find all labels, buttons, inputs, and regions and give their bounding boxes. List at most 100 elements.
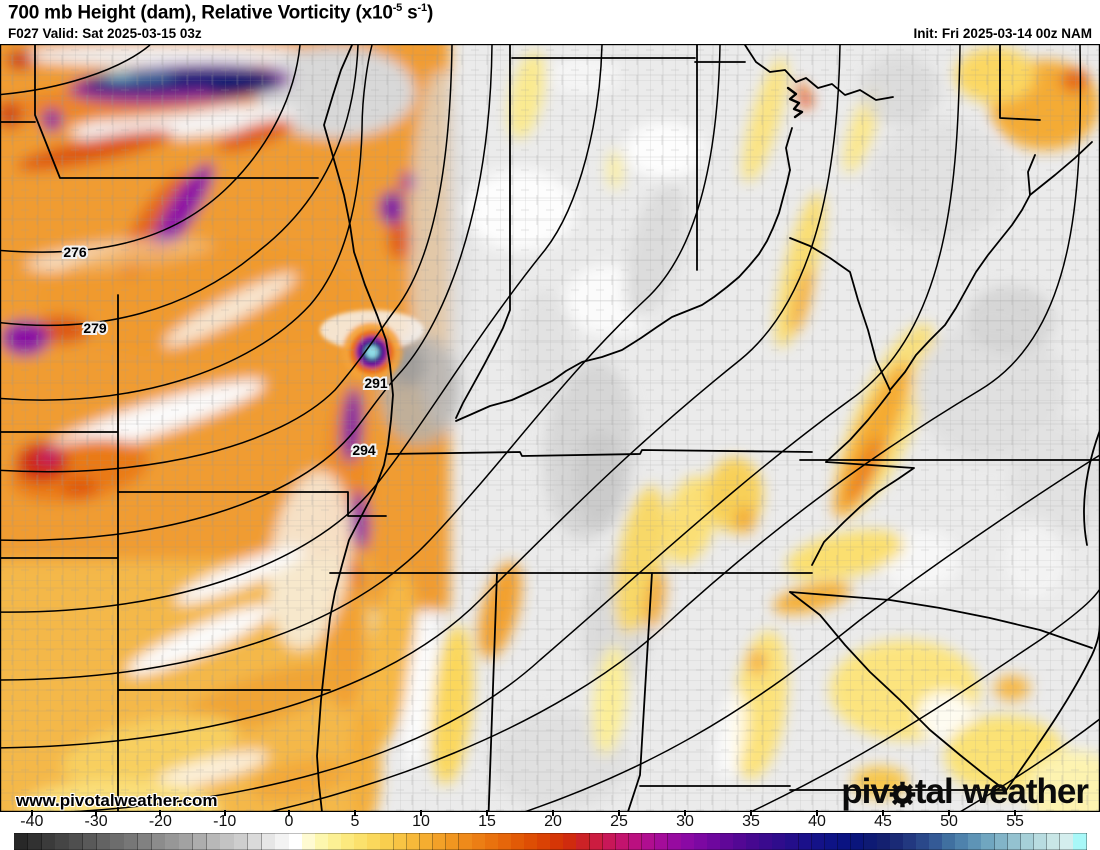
colorbar-cell bbox=[720, 833, 734, 850]
colorbar-cell bbox=[1046, 833, 1061, 850]
colorbar-tick-label: 35 bbox=[742, 813, 760, 830]
colorbar-cell bbox=[837, 833, 852, 850]
contour-labels: 276 279 291 294 bbox=[61, 242, 390, 460]
colorbar-tick-mark bbox=[223, 810, 226, 816]
colorbar-cell bbox=[192, 833, 208, 850]
colorbar-tick-mark bbox=[750, 810, 752, 816]
colorbar-cell bbox=[110, 833, 125, 850]
colorbar-cell bbox=[667, 833, 682, 850]
colorbar-cell bbox=[247, 833, 263, 850]
colorbar-tick-label: 45 bbox=[874, 813, 892, 830]
logo-part-piv: piv bbox=[841, 772, 890, 811]
colorbar-tick-label: 25 bbox=[610, 813, 628, 830]
colorbar-cell bbox=[354, 833, 368, 850]
colorbar-cell bbox=[824, 833, 839, 850]
logo-part-tal: tal bbox=[914, 772, 954, 811]
colorbar-cell bbox=[206, 833, 221, 850]
colorbar-cell bbox=[981, 833, 996, 850]
colorbar-cell bbox=[746, 833, 760, 850]
colorbar-cell bbox=[289, 833, 303, 850]
colorbar-cell bbox=[471, 833, 486, 850]
colorbar-tick-label: -30 bbox=[84, 813, 108, 830]
colorbar-cell bbox=[445, 833, 460, 850]
colorbar-cell bbox=[14, 833, 29, 850]
colorbar-cell bbox=[772, 833, 787, 850]
colorbar-cell bbox=[380, 833, 395, 850]
county-lines-texture-2 bbox=[1, 45, 1099, 811]
colorbar-cell bbox=[550, 833, 564, 850]
colorbar-cell bbox=[811, 833, 826, 850]
colorbar-tick-mark bbox=[486, 810, 488, 816]
colorbar-tick-label: -40 bbox=[20, 813, 44, 830]
colorbar-cell bbox=[1020, 833, 1035, 850]
colorbar-cell bbox=[484, 833, 499, 850]
colorbar-cell bbox=[27, 833, 43, 850]
colorbar-cell bbox=[524, 833, 538, 850]
colorbar-cell bbox=[341, 833, 355, 850]
colorbar-cell bbox=[137, 833, 153, 850]
colorbar-tick-label: 10 bbox=[412, 813, 430, 830]
colorbar-cell bbox=[165, 833, 180, 850]
colorbar-tick-mark bbox=[618, 810, 620, 816]
colorbar-cell bbox=[798, 833, 813, 850]
colorbar-cell bbox=[641, 833, 656, 850]
logo-part-weather: weather bbox=[962, 772, 1089, 811]
watermark-url: www.pivotalweather.com bbox=[16, 791, 218, 810]
contour-label-291: 291 bbox=[364, 375, 388, 391]
colorbar-cell bbox=[124, 833, 139, 850]
colorbar-tick-mark bbox=[684, 810, 686, 816]
colorbar-cell bbox=[694, 833, 708, 850]
colorbar-tick-label: 40 bbox=[808, 813, 826, 830]
colorbar-cell bbox=[179, 833, 194, 850]
colorbar-cell bbox=[968, 833, 983, 850]
colorbar-tick-label: -20 bbox=[148, 813, 172, 830]
colorbar-cell bbox=[302, 833, 316, 850]
colorbar-tick-label: 5 bbox=[350, 813, 360, 830]
colorbar-cell bbox=[315, 833, 329, 850]
colorbar-tick-label: 20 bbox=[544, 813, 562, 830]
colorbar-cell bbox=[1007, 833, 1022, 850]
colorbar-cell bbox=[220, 833, 235, 850]
colorbar-cell bbox=[876, 833, 891, 850]
colorbar-cell bbox=[328, 833, 342, 850]
colorbar-cell bbox=[707, 833, 721, 850]
colorbar-tick-mark bbox=[816, 810, 818, 816]
colorbar-cell bbox=[82, 833, 98, 850]
forecast-valid-time: F027 Valid: Sat 2025-03-15 03z bbox=[8, 26, 202, 41]
colorbar-cell bbox=[615, 833, 630, 850]
colorbar-cell bbox=[1033, 833, 1048, 850]
colorbar-cell bbox=[654, 833, 669, 850]
colorbar-cell bbox=[151, 833, 166, 850]
colorbar-cell bbox=[589, 833, 604, 850]
colorbar-cell bbox=[759, 833, 774, 850]
colorbar-tick-mark bbox=[420, 810, 422, 816]
state-borders bbox=[1, 45, 1099, 811]
colorbar-cell bbox=[955, 833, 969, 850]
colorbar-cell bbox=[1072, 833, 1087, 850]
colorbar-cell bbox=[863, 833, 878, 850]
colorbar: -40 -30 -20 -10 0 5 10 15 20 25 30 35 40 45 50 55 bbox=[0, 810, 1100, 850]
colorbar-cell bbox=[850, 833, 865, 850]
colorbar-tick-mark bbox=[30, 810, 33, 816]
height-contours bbox=[1, 45, 1099, 811]
colorbar-cell bbox=[628, 833, 643, 850]
colorbar-cell bbox=[432, 833, 447, 850]
colorbar-cell bbox=[55, 833, 70, 850]
colorbar-tick-mark bbox=[159, 810, 162, 816]
colorbar-cell bbox=[41, 833, 56, 850]
colorbar-cell bbox=[69, 833, 84, 850]
colorbar-cell bbox=[994, 833, 1009, 850]
page-title: 700 mb Height (dam), Relative Vorticity … bbox=[8, 2, 434, 24]
colorbar-tick-mark bbox=[1014, 810, 1016, 816]
colorbar-cell bbox=[563, 833, 578, 850]
colorbar-cell bbox=[498, 833, 512, 850]
colorbar-tick-label: 15 bbox=[478, 813, 496, 830]
colorbar-tick-label: -10 bbox=[213, 813, 237, 830]
colorbar-cell bbox=[785, 833, 800, 850]
colorbar-tick-mark bbox=[288, 810, 290, 816]
colorbar-tick-mark bbox=[95, 810, 98, 816]
colorbar-cell bbox=[393, 833, 408, 850]
colorbar-cell bbox=[890, 833, 904, 850]
gear-icon bbox=[889, 781, 916, 807]
contour-label-294: 294 bbox=[352, 442, 376, 458]
